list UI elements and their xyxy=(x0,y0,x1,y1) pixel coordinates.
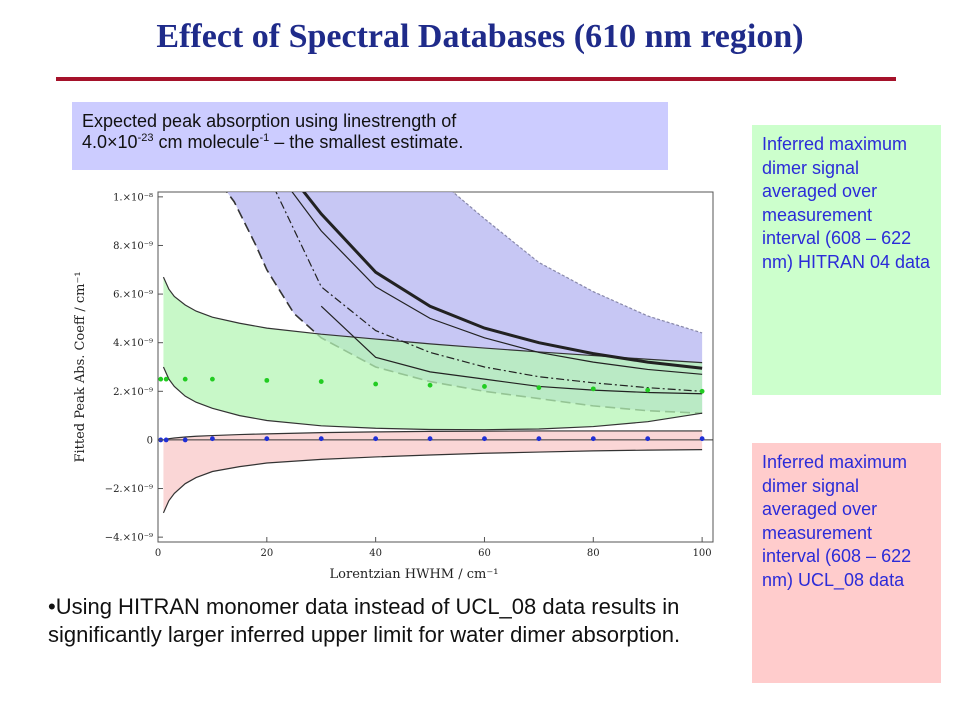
blue-point xyxy=(264,436,270,442)
blue-lower-thin xyxy=(320,305,703,395)
callout-expected-line1: Expected peak absorption using linestren… xyxy=(82,111,457,131)
blue-point xyxy=(590,436,596,442)
blue-point xyxy=(536,436,542,442)
x-tick-label: 100 xyxy=(693,548,712,559)
green-point xyxy=(699,388,705,394)
green-point xyxy=(210,376,215,382)
y-tick-label: 6.×10⁻⁹ xyxy=(113,290,153,301)
blue-point xyxy=(427,436,433,442)
blue-point xyxy=(645,436,651,442)
green-point xyxy=(182,376,188,382)
y-tick-label: 0 xyxy=(147,435,153,446)
callout-expected-unit-exponent: -1 xyxy=(259,132,270,144)
callout-expected-note: – the smallest estimate. xyxy=(269,132,464,152)
chart: 0 20 40 60 80 100 −4.×10⁻⁹ −2.×10⁻⁹ 0 2.×10⁻⁹ 4.×1… xyxy=(73,191,714,582)
y-tick-label: −4.×10⁻⁹ xyxy=(105,533,153,544)
x-tick-label: 0 xyxy=(155,548,161,559)
x-tick-label: 20 xyxy=(260,548,273,559)
blue-point xyxy=(373,436,379,442)
blue-dashdot xyxy=(275,192,703,392)
title-rule xyxy=(56,77,896,81)
y-axis-label: Fitted Peak Abs. Coeff / cm⁻¹ xyxy=(73,271,88,462)
green-point xyxy=(482,384,487,389)
green-point xyxy=(163,376,169,382)
green-band-upper-edge xyxy=(162,276,703,364)
green-band-lower-edge xyxy=(162,366,703,431)
x-tick-label: 80 xyxy=(587,548,600,559)
y-tick-label: 1.×10⁻⁸ xyxy=(113,192,153,203)
callout-expected-peak: Expected peak absorption using linestren… xyxy=(72,102,668,170)
green-point xyxy=(427,382,433,388)
blue-point xyxy=(182,437,188,443)
blue-point xyxy=(699,436,705,442)
green-point xyxy=(264,377,270,383)
red-band-lower-edge xyxy=(162,449,703,514)
y-tick-label: 8.×10⁻⁹ xyxy=(113,241,153,252)
y-tick-label: 2.×10⁻⁹ xyxy=(113,387,153,398)
green-point xyxy=(373,381,379,387)
y-tick-label: −2.×10⁻⁹ xyxy=(105,484,153,495)
callout-expected-unit: cm molecule xyxy=(153,132,260,152)
green-point xyxy=(318,379,324,384)
callout-expected-value: 4.0×10 xyxy=(82,132,138,152)
callout-expected-exponent: -23 xyxy=(137,132,154,144)
blue-center-thick xyxy=(302,192,703,370)
callout-ucl: Inferred maximum dimer signal averaged o… xyxy=(752,443,941,683)
blue-point xyxy=(318,436,324,442)
blue-center-thin xyxy=(291,192,703,375)
bullet-point: •Using HITRAN monomer data instead of UC… xyxy=(48,594,681,647)
slide-title: Effect of Spectral Databases (610 nm reg… xyxy=(156,18,804,55)
blue-point xyxy=(163,437,169,443)
green-point xyxy=(590,386,596,392)
x-tick-label: 60 xyxy=(478,548,491,559)
y-tick-label: 4.×10⁻⁹ xyxy=(113,338,153,349)
blue-point xyxy=(482,436,487,442)
green-point xyxy=(645,387,651,393)
red-band-upper-edge xyxy=(163,430,703,441)
blue-band-upper-edge xyxy=(452,192,703,334)
x-axis-label: Lorentzian HWHM / cm⁻¹ xyxy=(330,567,499,582)
green-point xyxy=(158,376,164,382)
green-point xyxy=(536,385,542,391)
callout-hitran: Inferred maximum dimer signal averaged o… xyxy=(752,125,941,395)
x-tick-label: 40 xyxy=(369,548,382,559)
blue-point xyxy=(210,436,215,442)
